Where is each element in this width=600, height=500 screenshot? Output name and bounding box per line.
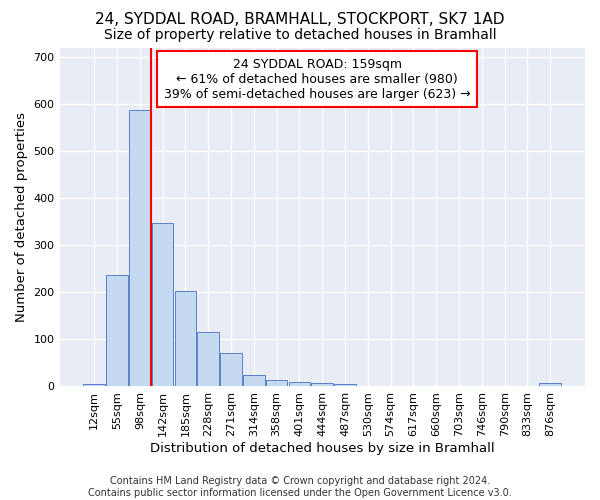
Bar bbox=[129, 110, 151, 386]
Bar bbox=[539, 382, 561, 386]
Bar bbox=[83, 384, 105, 386]
Bar bbox=[175, 292, 196, 386]
Text: Size of property relative to detached houses in Bramhall: Size of property relative to detached ho… bbox=[104, 28, 496, 42]
X-axis label: Distribution of detached houses by size in Bramhall: Distribution of detached houses by size … bbox=[150, 442, 494, 455]
Bar bbox=[106, 275, 128, 386]
Bar bbox=[197, 332, 219, 386]
Bar bbox=[243, 374, 265, 386]
Text: 24 SYDDAL ROAD: 159sqm
← 61% of detached houses are smaller (980)
39% of semi-de: 24 SYDDAL ROAD: 159sqm ← 61% of detached… bbox=[164, 58, 470, 100]
Bar bbox=[289, 382, 310, 386]
Bar bbox=[152, 223, 173, 386]
Bar bbox=[311, 382, 333, 386]
Text: Contains HM Land Registry data © Crown copyright and database right 2024.
Contai: Contains HM Land Registry data © Crown c… bbox=[88, 476, 512, 498]
Bar bbox=[266, 380, 287, 386]
Bar bbox=[220, 352, 242, 386]
Text: 24, SYDDAL ROAD, BRAMHALL, STOCKPORT, SK7 1AD: 24, SYDDAL ROAD, BRAMHALL, STOCKPORT, SK… bbox=[95, 12, 505, 28]
Y-axis label: Number of detached properties: Number of detached properties bbox=[15, 112, 28, 322]
Bar bbox=[334, 384, 356, 386]
